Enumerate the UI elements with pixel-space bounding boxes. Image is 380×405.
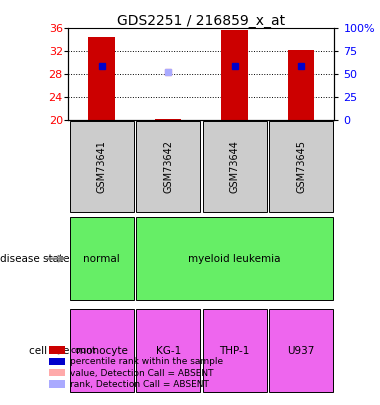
Text: monocyte: monocyte: [76, 346, 128, 356]
Bar: [288, 50, 314, 121]
Text: THP-1: THP-1: [220, 346, 250, 356]
Text: cell line: cell line: [29, 346, 69, 356]
FancyBboxPatch shape: [136, 217, 333, 300]
Bar: [221, 30, 248, 121]
FancyBboxPatch shape: [136, 122, 200, 212]
FancyBboxPatch shape: [269, 309, 333, 392]
FancyBboxPatch shape: [269, 122, 333, 212]
Text: GSM73642: GSM73642: [163, 140, 173, 193]
Text: count: count: [70, 346, 96, 355]
Text: GDS2251 / 216859_x_at: GDS2251 / 216859_x_at: [117, 14, 285, 28]
FancyBboxPatch shape: [70, 122, 134, 212]
Text: U937: U937: [287, 346, 315, 356]
FancyBboxPatch shape: [70, 309, 134, 392]
Text: GSM73644: GSM73644: [230, 140, 240, 193]
Text: GSM73645: GSM73645: [296, 140, 306, 193]
Text: rank, Detection Call = ABSENT: rank, Detection Call = ABSENT: [70, 380, 209, 389]
Text: disease state: disease state: [0, 254, 69, 264]
Bar: [155, 119, 182, 121]
Text: value, Detection Call = ABSENT: value, Detection Call = ABSENT: [70, 369, 214, 377]
FancyBboxPatch shape: [203, 122, 267, 212]
Text: GSM73641: GSM73641: [97, 140, 107, 193]
Text: normal: normal: [83, 254, 120, 264]
FancyBboxPatch shape: [136, 309, 200, 392]
Bar: [88, 37, 115, 121]
FancyBboxPatch shape: [203, 309, 267, 392]
FancyBboxPatch shape: [70, 217, 134, 300]
Text: percentile rank within the sample: percentile rank within the sample: [70, 357, 223, 366]
Text: KG-1: KG-1: [155, 346, 181, 356]
Text: myeloid leukemia: myeloid leukemia: [188, 254, 281, 264]
